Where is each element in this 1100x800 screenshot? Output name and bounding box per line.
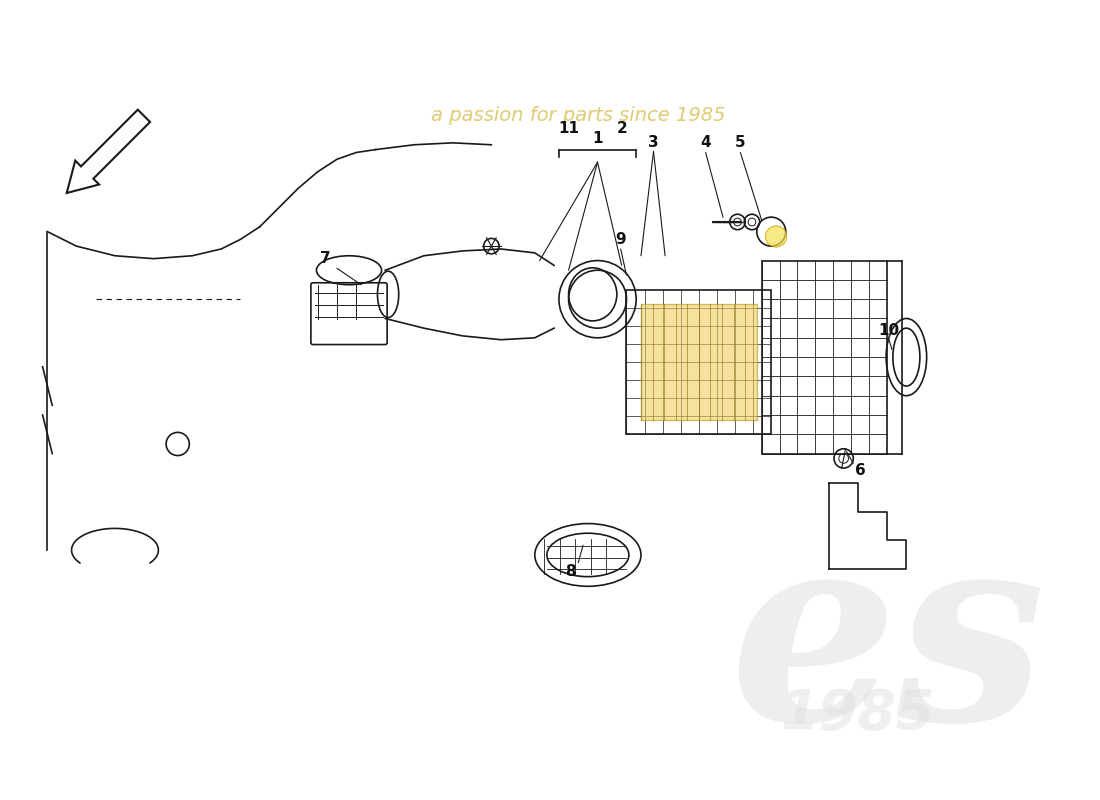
Text: 4: 4 xyxy=(701,135,711,150)
Ellipse shape xyxy=(766,226,786,247)
Text: 1: 1 xyxy=(592,130,603,146)
Text: 5: 5 xyxy=(735,135,746,150)
Bar xyxy=(761,261,887,454)
Text: 9: 9 xyxy=(615,232,626,247)
Text: 3: 3 xyxy=(648,135,659,150)
Text: 1985: 1985 xyxy=(781,687,935,741)
Text: a passion for parts since 1985: a passion for parts since 1985 xyxy=(431,106,726,126)
Text: 7: 7 xyxy=(320,251,331,266)
Text: es: es xyxy=(729,518,1045,774)
Bar xyxy=(627,290,771,434)
Bar xyxy=(641,304,757,420)
Text: 10: 10 xyxy=(879,322,900,338)
Text: 11: 11 xyxy=(558,121,579,136)
Text: 2: 2 xyxy=(616,121,627,136)
Text: 8: 8 xyxy=(565,564,575,579)
Text: 6: 6 xyxy=(855,463,866,478)
